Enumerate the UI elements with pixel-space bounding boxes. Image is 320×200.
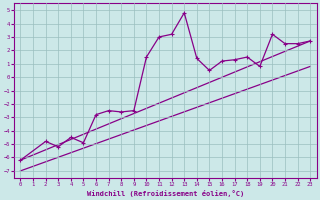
X-axis label: Windchill (Refroidissement éolien,°C): Windchill (Refroidissement éolien,°C) — [87, 190, 244, 197]
